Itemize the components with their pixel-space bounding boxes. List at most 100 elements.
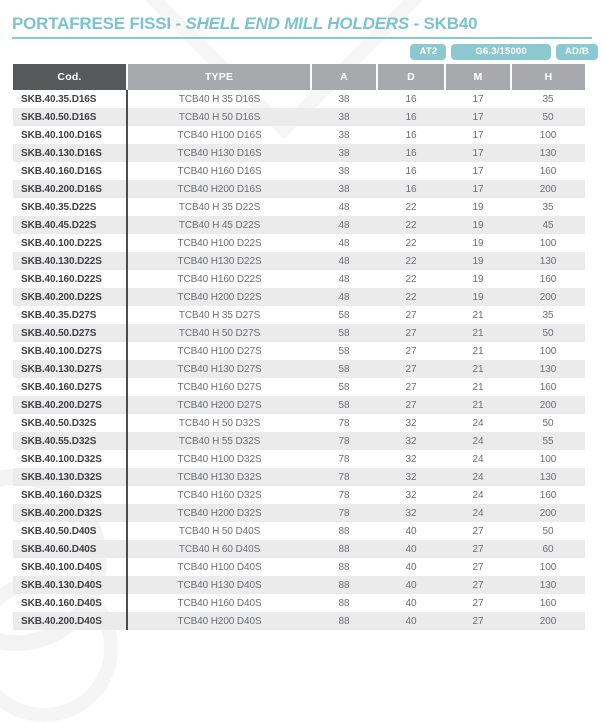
a-cell: 48 xyxy=(338,237,350,249)
m-cell: 27 xyxy=(472,597,484,609)
a-cell: 38 xyxy=(338,111,350,123)
table-row: SKB.40.200.D27S TCB40 H200 D27S 58 27 21… xyxy=(13,396,585,414)
m-cell: 24 xyxy=(472,489,484,501)
m-cell: 21 xyxy=(472,345,484,357)
table-row: SKB.40.55.D32S TCB40 H 55 D32S 78 32 24 … xyxy=(13,432,585,450)
d-cell: 32 xyxy=(405,417,417,429)
h-cell: 200 xyxy=(539,507,557,519)
column-header-d: D xyxy=(376,64,445,90)
a-cell: 38 xyxy=(338,93,350,105)
d-cell: 22 xyxy=(405,219,417,231)
d-cell: 16 xyxy=(405,129,417,141)
cod-cell: SKB.40.200.D32S xyxy=(13,504,128,522)
table-row: SKB.40.100.D27S TCB40 H100 D27S 58 27 21… xyxy=(13,342,585,360)
a-cell: 88 xyxy=(338,543,350,555)
type-cell: TCB40 H160 D32S xyxy=(177,489,262,501)
table-row: SKB.40.35.D16S TCB40 H 35 D16S 38 16 17 … xyxy=(13,90,585,108)
h-cell: 100 xyxy=(539,345,557,357)
h-cell: 60 xyxy=(542,543,554,555)
h-cell: 35 xyxy=(542,93,554,105)
a-cell: 48 xyxy=(338,201,350,213)
h-cell: 100 xyxy=(539,237,557,249)
a-cell: 48 xyxy=(338,273,350,285)
d-cell: 27 xyxy=(405,327,417,339)
title-italian: PORTAFRESE FISSI xyxy=(12,14,171,33)
type-cell: TCB40 H 55 D32S xyxy=(178,435,261,447)
type-cell: TCB40 H 50 D16S xyxy=(178,111,261,123)
page-title: PORTAFRESE FISSI - SHELL END MILL HOLDER… xyxy=(12,14,592,34)
a-cell: 58 xyxy=(338,327,350,339)
d-cell: 22 xyxy=(405,273,417,285)
a-cell: 48 xyxy=(338,219,350,231)
h-cell: 35 xyxy=(542,309,554,321)
d-cell: 32 xyxy=(405,489,417,501)
d-cell: 40 xyxy=(405,597,417,609)
a-cell: 88 xyxy=(338,597,350,609)
cod-cell: SKB.40.200.D16S xyxy=(13,180,128,198)
a-cell: 78 xyxy=(338,435,350,447)
m-cell: 24 xyxy=(472,471,484,483)
d-cell: 22 xyxy=(405,291,417,303)
m-cell: 27 xyxy=(472,579,484,591)
type-cell: TCB40 H 50 D32S xyxy=(178,417,261,429)
table-row: SKB.40.160.D32S TCB40 H160 D32S 78 32 24… xyxy=(13,486,585,504)
cod-cell: SKB.40.35.D22S xyxy=(13,198,128,216)
type-cell: TCB40 H130 D16S xyxy=(177,147,262,159)
a-cell: 58 xyxy=(338,363,350,375)
h-cell: 160 xyxy=(539,273,557,285)
badge-at2: AT2 xyxy=(410,44,447,60)
type-cell: TCB40 H100 D32S xyxy=(177,453,262,465)
type-cell: TCB40 H100 D40S xyxy=(177,561,262,573)
type-cell: TCB40 H100 D27S xyxy=(177,345,262,357)
h-cell: 130 xyxy=(539,147,557,159)
h-cell: 160 xyxy=(539,165,557,177)
d-cell: 22 xyxy=(405,237,417,249)
table-row: SKB.40.45.D22S TCB40 H 45 D22S 48 22 19 … xyxy=(13,216,585,234)
d-cell: 16 xyxy=(405,93,417,105)
spec-badges: AT2 G6.3/15000 AD/B xyxy=(0,44,598,60)
m-cell: 17 xyxy=(472,93,484,105)
type-cell: TCB40 H130 D40S xyxy=(177,579,262,591)
m-cell: 27 xyxy=(472,543,484,555)
cod-cell: SKB.40.200.D27S xyxy=(13,396,128,414)
cod-cell: SKB.40.160.D27S xyxy=(13,378,128,396)
type-cell: TCB40 H200 D40S xyxy=(177,615,262,627)
title-separator: - xyxy=(409,14,424,33)
table-row: SKB.40.160.D27S TCB40 H160 D27S 58 27 21… xyxy=(13,378,585,396)
m-cell: 17 xyxy=(472,183,484,195)
table-header-row: Cod. TYPE A D M H xyxy=(13,64,585,90)
type-cell: TCB40 H200 D27S xyxy=(177,399,262,411)
cod-cell: SKB.40.50.D16S xyxy=(13,108,128,126)
m-cell: 24 xyxy=(472,507,484,519)
a-cell: 78 xyxy=(338,417,350,429)
type-cell: TCB40 H160 D40S xyxy=(177,597,262,609)
table-row: SKB.40.130.D22S TCB40 H130 D22S 48 22 19… xyxy=(13,252,585,270)
h-cell: 200 xyxy=(539,291,557,303)
type-cell: TCB40 H100 D16S xyxy=(177,129,262,141)
m-cell: 27 xyxy=(472,615,484,627)
m-cell: 19 xyxy=(472,291,484,303)
a-cell: 38 xyxy=(338,183,350,195)
cod-cell: SKB.40.130.D32S xyxy=(13,468,128,486)
cod-cell: SKB.40.60.D40S xyxy=(13,540,128,558)
table-row: SKB.40.100.D40S TCB40 H100 D40S 88 40 27… xyxy=(13,558,585,576)
table-row: SKB.40.50.D16S TCB40 H 50 D16S 38 16 17 … xyxy=(13,108,585,126)
type-cell: TCB40 H200 D16S xyxy=(177,183,262,195)
a-cell: 38 xyxy=(338,129,350,141)
type-cell: TCB40 H160 D27S xyxy=(177,381,262,393)
m-cell: 24 xyxy=(472,417,484,429)
type-cell: TCB40 H 35 D22S xyxy=(178,201,261,213)
m-cell: 17 xyxy=(472,111,484,123)
d-cell: 22 xyxy=(405,201,417,213)
d-cell: 16 xyxy=(405,147,417,159)
a-cell: 48 xyxy=(338,255,350,267)
table-row: SKB.40.160.D22S TCB40 H160 D22S 48 22 19… xyxy=(13,270,585,288)
d-cell: 40 xyxy=(405,579,417,591)
table-row: SKB.40.130.D32S TCB40 H130 D32S 78 32 24… xyxy=(13,468,585,486)
h-cell: 160 xyxy=(539,381,557,393)
type-cell: TCB40 H200 D32S xyxy=(177,507,262,519)
a-cell: 58 xyxy=(338,309,350,321)
cod-cell: SKB.40.100.D22S xyxy=(13,234,128,252)
d-cell: 40 xyxy=(405,543,417,555)
type-cell: TCB40 H160 D16S xyxy=(177,165,262,177)
